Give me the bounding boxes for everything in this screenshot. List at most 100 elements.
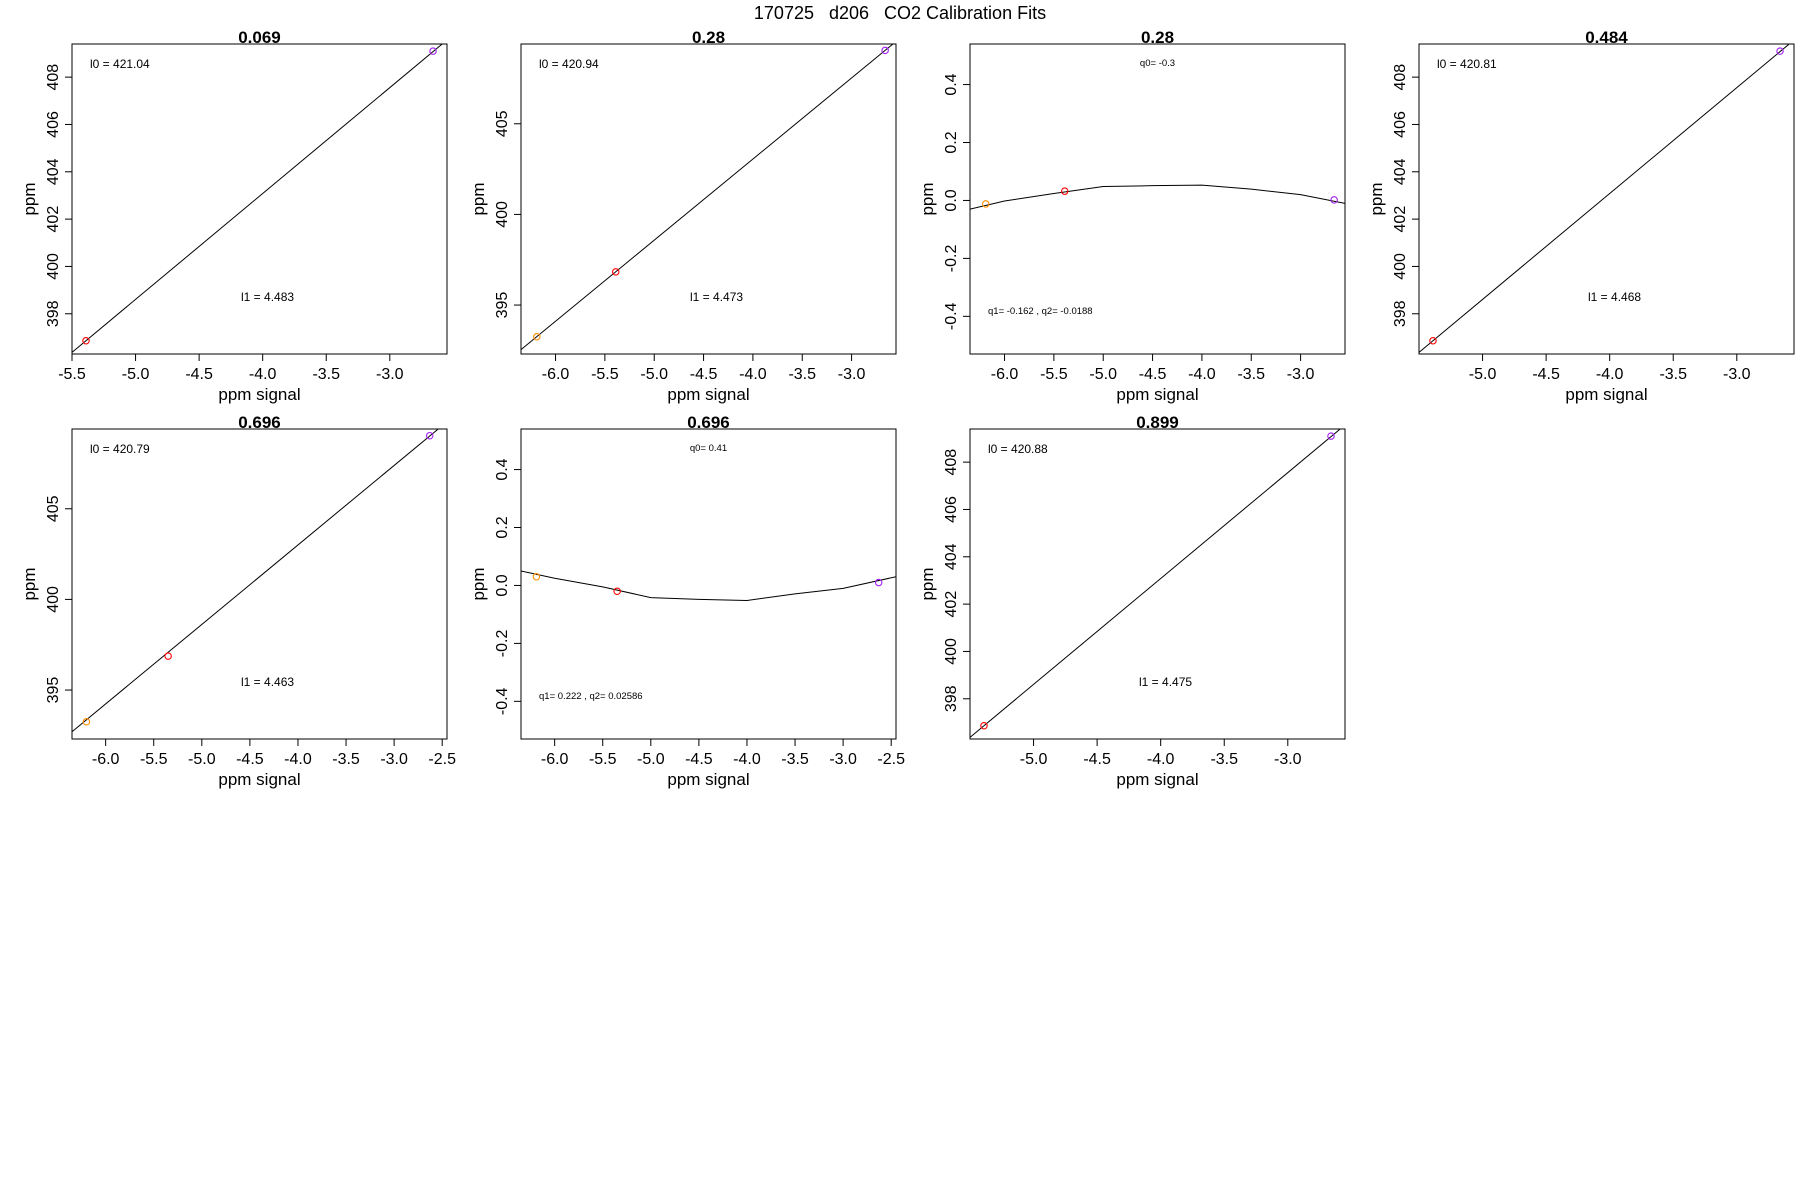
x-tick-label: -6.0 xyxy=(991,366,1019,383)
y-axis-label: ppm xyxy=(469,567,488,600)
fit-line xyxy=(970,429,1341,738)
annotation-label: l0 = xyxy=(90,442,113,456)
y-axis-label: ppm xyxy=(1367,182,1386,215)
plot-frame xyxy=(520,43,897,355)
y-tick-label: 404 xyxy=(943,543,960,570)
x-tick-label: -3.5 xyxy=(312,366,340,383)
y-tick-label: 0.0 xyxy=(494,574,511,596)
fit-coefficient-annotation: q0= -0.3 xyxy=(1140,58,1175,69)
annotation-value: 0.41 xyxy=(709,443,728,454)
x-tick-label: -4.0 xyxy=(739,366,767,383)
x-tick-label: -6.0 xyxy=(92,751,120,768)
x-tick-label: -5.5 xyxy=(591,366,619,383)
x-axis-label: ppm signal xyxy=(667,770,749,789)
fit-coefficient-annotation: l0 = 420.79 xyxy=(90,442,150,456)
fit-coefficient-annotation: q1= -0.162 , q2= -0.0188 xyxy=(988,306,1093,317)
calibration-panel: 0.484 -5.0 -4.5 -4.0 -3.5 -3.0 ppm signal 398 40… xyxy=(1367,28,1795,404)
x-tick-label: -4.0 xyxy=(249,366,277,383)
x-tick-label: -6.0 xyxy=(541,751,569,768)
y-tick-label: 0.4 xyxy=(943,73,960,95)
y-tick-label: -0.2 xyxy=(943,245,960,273)
x-tick-label: -2.5 xyxy=(877,751,905,768)
x-tick-label: -3.5 xyxy=(1659,366,1687,383)
x-tick-label: -3.0 xyxy=(829,751,857,768)
fit-coefficient-annotation: l1 = 4.475 xyxy=(1139,675,1192,689)
x-tick-label: -5.0 xyxy=(1020,751,1048,768)
x-tick-label: -5.0 xyxy=(188,751,216,768)
y-tick-label: 0.4 xyxy=(494,458,511,480)
data-point-high-standard xyxy=(874,578,883,587)
data-point-high-standard xyxy=(1327,432,1335,440)
fit-line xyxy=(72,44,443,353)
calibration-panel: 0.899 -5.0 -4.5 -4.0 -3.5 -3.0 ppm signal 398 40… xyxy=(918,413,1346,789)
annotation-label: l1 = xyxy=(241,675,264,689)
data-point-mid-standard xyxy=(980,721,988,730)
x-tick-label: -4.5 xyxy=(1532,366,1560,383)
plot-frame xyxy=(71,43,448,355)
x-tick-label: -5.5 xyxy=(589,751,617,768)
fit-coefficient-annotation: l1 = 4.473 xyxy=(690,290,743,304)
y-tick-label: 398 xyxy=(943,685,960,712)
y-tick-label: -0.4 xyxy=(494,687,511,715)
fit-curve xyxy=(970,184,1345,210)
x-axis-label: ppm signal xyxy=(1565,385,1647,404)
x-tick-label: -2.5 xyxy=(428,751,456,768)
y-axis: -0.4 -0.2 0.0 0.2 0.4 xyxy=(494,458,522,715)
y-tick-label: 400 xyxy=(45,586,62,613)
annotation-value: 421.04 xyxy=(113,57,150,71)
x-axis: -6.0 -5.5 -5.0 -4.5 -4.0 -3.5 -3.0 xyxy=(991,353,1314,383)
y-tick-label: 395 xyxy=(45,677,62,704)
x-tick-label: -5.0 xyxy=(637,751,665,768)
data-point-mid-standard xyxy=(613,587,621,595)
panel-title: 0.696 xyxy=(687,413,730,432)
y-tick-label: 0.0 xyxy=(943,189,960,211)
x-axis-label: ppm signal xyxy=(1116,770,1198,789)
annotation-label: l0 = xyxy=(90,57,113,71)
x-tick-label: -5.0 xyxy=(122,366,150,383)
annotation-label: l1 = xyxy=(241,290,264,304)
annotation-value: 4.475 xyxy=(1162,675,1192,689)
y-axis: 398 400 402 404 406 408 xyxy=(45,64,73,327)
x-axis-label: ppm signal xyxy=(1116,385,1198,404)
y-axis: -0.4 -0.2 0.0 0.2 0.4 xyxy=(943,73,971,330)
x-tick-label: -3.0 xyxy=(838,366,866,383)
calibration-panel: 0.28 -6.0 -5.5 -5.0 -4.5 -4.0 -3.5 -3.0 ppm sign… xyxy=(469,28,897,404)
y-axis-label: ppm xyxy=(20,567,39,600)
calibration-panel: 0.696 -6.0 -5.5 -5.0 -4.5 -4.0 -3.5 -3.0 -2.5 ppm… xyxy=(469,413,905,789)
y-tick-label: 400 xyxy=(943,638,960,665)
panel-grid: 0.069 -5.5 -5.0 -4.5 -4.0 -3.5 -3.0 ppm signal 3… xyxy=(20,28,1795,789)
y-tick-label: 398 xyxy=(45,300,62,327)
annotation-value: 4.468 xyxy=(1611,290,1641,304)
x-tick-label: -4.0 xyxy=(1596,366,1624,383)
data-point-high-standard xyxy=(429,47,437,55)
y-tick-label: 400 xyxy=(45,253,62,280)
data-point-high-standard xyxy=(1776,47,1784,55)
annotation-value: 4.473 xyxy=(713,290,743,304)
annotation-label: q0= xyxy=(1140,58,1159,69)
fit-coefficient-annotation: l1 = 4.463 xyxy=(241,675,294,689)
x-tick-label: -3.5 xyxy=(1237,366,1265,383)
y-tick-label: 398 xyxy=(1392,300,1409,327)
y-axis: 398 400 402 404 406 408 xyxy=(1392,64,1420,327)
x-tick-label: -4.5 xyxy=(1083,751,1111,768)
y-tick-label: 0.2 xyxy=(943,131,960,153)
x-axis-label: ppm signal xyxy=(218,770,300,789)
calibration-panel: 0.069 -5.5 -5.0 -4.5 -4.0 -3.5 -3.0 ppm signal 3… xyxy=(20,28,448,404)
y-tick-label: 0.2 xyxy=(494,516,511,538)
fit-coefficient-annotation: l1 = 4.468 xyxy=(1588,290,1641,304)
y-axis-label: ppm xyxy=(918,567,937,600)
fit-coefficient-annotation: q0= 0.41 xyxy=(690,443,727,454)
calibration-panel: 0.696 -6.0 -5.5 -5.0 -4.5 -4.0 -3.5 -3.0 -2.5 ppm… xyxy=(20,413,456,789)
y-tick-label: 406 xyxy=(1392,111,1409,138)
y-tick-label: 404 xyxy=(1392,158,1409,185)
x-tick-label: -4.5 xyxy=(685,751,713,768)
x-axis: -5.5 -5.0 -4.5 -4.0 -3.5 -3.0 xyxy=(58,353,404,383)
x-tick-label: -4.0 xyxy=(284,751,312,768)
y-tick-label: 405 xyxy=(45,495,62,522)
fit-coefficient-annotation: l1 = 4.483 xyxy=(241,290,294,304)
annotation-value: 420.94 xyxy=(562,57,599,71)
x-axis: -5.0 -4.5 -4.0 -3.5 -3.0 xyxy=(1469,353,1751,383)
x-tick-label: -4.5 xyxy=(185,366,213,383)
data-point-mid-standard xyxy=(611,268,620,276)
fit-line xyxy=(1419,44,1790,353)
